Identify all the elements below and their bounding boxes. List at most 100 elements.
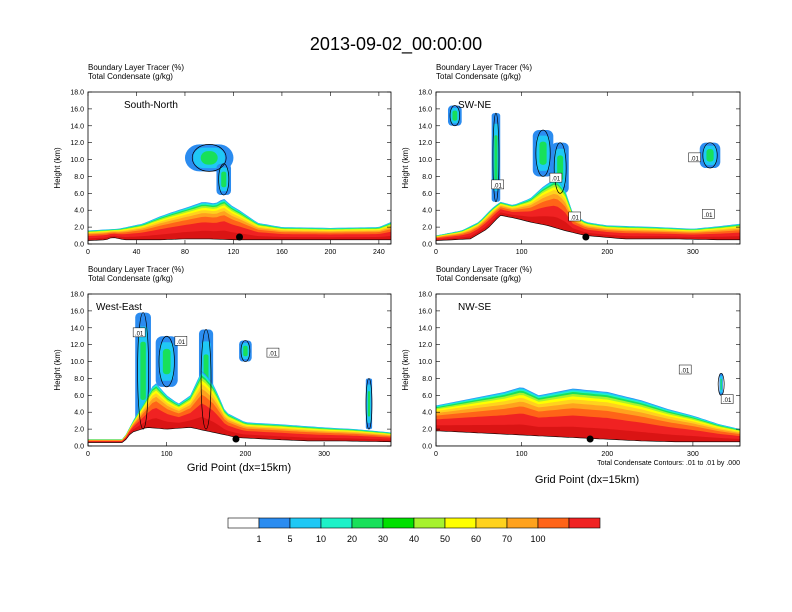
- cloud-plume-inner: [200, 151, 218, 165]
- y-tick-label: 16.0: [418, 106, 432, 113]
- colorbar-label: 1: [256, 534, 261, 544]
- cloud-plume-inner: [140, 341, 146, 400]
- y-tick-label: 18.0: [70, 292, 84, 299]
- x-tick-label: 200: [601, 249, 613, 256]
- colorbar-swatch: [258, 517, 291, 529]
- colorbar-swatch: [227, 517, 260, 529]
- contour-label-box: [266, 347, 280, 358]
- colorbar-label: 50: [440, 534, 450, 544]
- colorbar-label: 20: [347, 534, 357, 544]
- x-axis-label-right: Grid Point (dx=15km): [535, 474, 639, 486]
- panel-title-line2: Total Condensate (g/kg): [88, 274, 173, 283]
- tracer-band: [88, 403, 391, 443]
- colorbar-label: 30: [378, 534, 388, 544]
- y-tick-label: 16.0: [70, 308, 84, 315]
- y-tick-label: 0.0: [74, 242, 84, 249]
- x-tick-label: 40: [133, 249, 141, 256]
- y-tick-label: 12.0: [70, 342, 84, 349]
- cloud-plume-inner: [162, 348, 171, 375]
- y-tick-label: 18.0: [70, 90, 84, 97]
- y-tick-label: 8.0: [422, 174, 432, 181]
- y-tick-label: 10.0: [418, 359, 432, 366]
- y-tick-label: 14.0: [70, 123, 84, 130]
- y-tick-label: 10.0: [70, 359, 84, 366]
- contour-label: .01: [704, 213, 713, 219]
- colorbar-swatch: [351, 517, 384, 529]
- y-tick-label: 4.0: [422, 410, 432, 417]
- y-tick-label: 18.0: [418, 292, 432, 299]
- y-axis-label: Height (km): [401, 349, 410, 391]
- panel-title-line2: Total Condensate (g/kg): [436, 274, 521, 283]
- colorbar-label: 100: [530, 534, 545, 544]
- contour-label: .01: [690, 156, 699, 162]
- y-tick-label: 14.0: [70, 325, 84, 332]
- y-tick-label: 8.0: [422, 376, 432, 383]
- location-marker: [582, 233, 590, 241]
- y-axis-label: Height (km): [401, 147, 410, 189]
- contour-label-box: [702, 209, 715, 219]
- y-tick-label: 0.0: [74, 444, 84, 451]
- x-tick-label: 300: [687, 451, 699, 458]
- cloud-plume-inner: [720, 378, 722, 390]
- contour-label: .01: [552, 177, 561, 183]
- contour-label: .01: [177, 340, 186, 346]
- condensate-contour: [365, 378, 373, 430]
- condensate-contour: [702, 142, 718, 169]
- condensate-contour: [158, 335, 175, 388]
- plot-frame: [87, 91, 392, 245]
- condensate-contour: [218, 163, 230, 196]
- colorbar-swatch: [382, 517, 415, 529]
- condensate-contour: [191, 144, 227, 172]
- y-tick-label: 4.0: [74, 208, 84, 215]
- y-tick-label: 6.0: [74, 191, 84, 198]
- panel-south-north: Boundary Layer Tracer (%)Total Condensat…: [53, 63, 392, 256]
- x-tick-label: 300: [687, 249, 699, 256]
- y-tick-label: 10.0: [70, 157, 84, 164]
- condensate-contour: [492, 112, 500, 203]
- colorbar-label: 5: [287, 534, 292, 544]
- colorbar-label: 40: [409, 534, 419, 544]
- panel-west-east: Boundary Layer Tracer (%)Total Condensat…: [53, 265, 392, 458]
- x-tick-label: 0: [86, 451, 90, 458]
- y-tick-label: 10.0: [418, 157, 432, 164]
- condensate-contour: [553, 142, 567, 194]
- y-tick-label: 12.0: [418, 342, 432, 349]
- x-tick-label: 80: [181, 249, 189, 256]
- colorbar-swatch: [475, 517, 508, 529]
- plot-frame: [87, 293, 392, 447]
- tracer-core: [88, 416, 391, 443]
- y-tick-label: 16.0: [70, 106, 84, 113]
- y-tick-label: 18.0: [418, 90, 432, 97]
- condensate-contour: [449, 105, 460, 127]
- y-tick-label: 2.0: [74, 225, 84, 232]
- y-tick-label: 2.0: [422, 427, 432, 434]
- tracer-band: [436, 205, 740, 241]
- y-tick-label: 6.0: [422, 191, 432, 198]
- colorbar-swatch: [413, 517, 446, 529]
- y-tick-label: 14.0: [418, 325, 432, 332]
- cloud-plume-inner: [452, 110, 458, 121]
- contour-label-box: [174, 336, 188, 346]
- panel-label: SW-NE: [458, 100, 491, 111]
- contour-label-box: [678, 364, 692, 375]
- x-tick-label: 200: [240, 451, 252, 458]
- y-tick-label: 14.0: [418, 123, 432, 130]
- location-marker: [586, 435, 594, 443]
- terrain: [436, 215, 740, 244]
- x-tick-label: 200: [601, 451, 613, 458]
- contour-label: .01: [135, 331, 144, 337]
- x-tick-label: 200: [325, 249, 337, 256]
- x-tick-label: 160: [276, 249, 288, 256]
- y-tick-label: 8.0: [74, 174, 84, 181]
- contour-label-box: [568, 211, 581, 222]
- panel-sw-ne: Boundary Layer Tracer (%)Total Condensat…: [401, 63, 741, 256]
- colorbar-swatch: [568, 517, 601, 529]
- colorbar-swatch: [537, 517, 570, 529]
- y-tick-label: 12.0: [70, 140, 84, 147]
- y-axis-label: Height (km): [53, 147, 62, 189]
- cloud-plume-inner: [221, 171, 227, 188]
- condensate-contour: [137, 312, 149, 430]
- contour-label-box: [720, 394, 734, 404]
- contour-label-box: [688, 152, 701, 163]
